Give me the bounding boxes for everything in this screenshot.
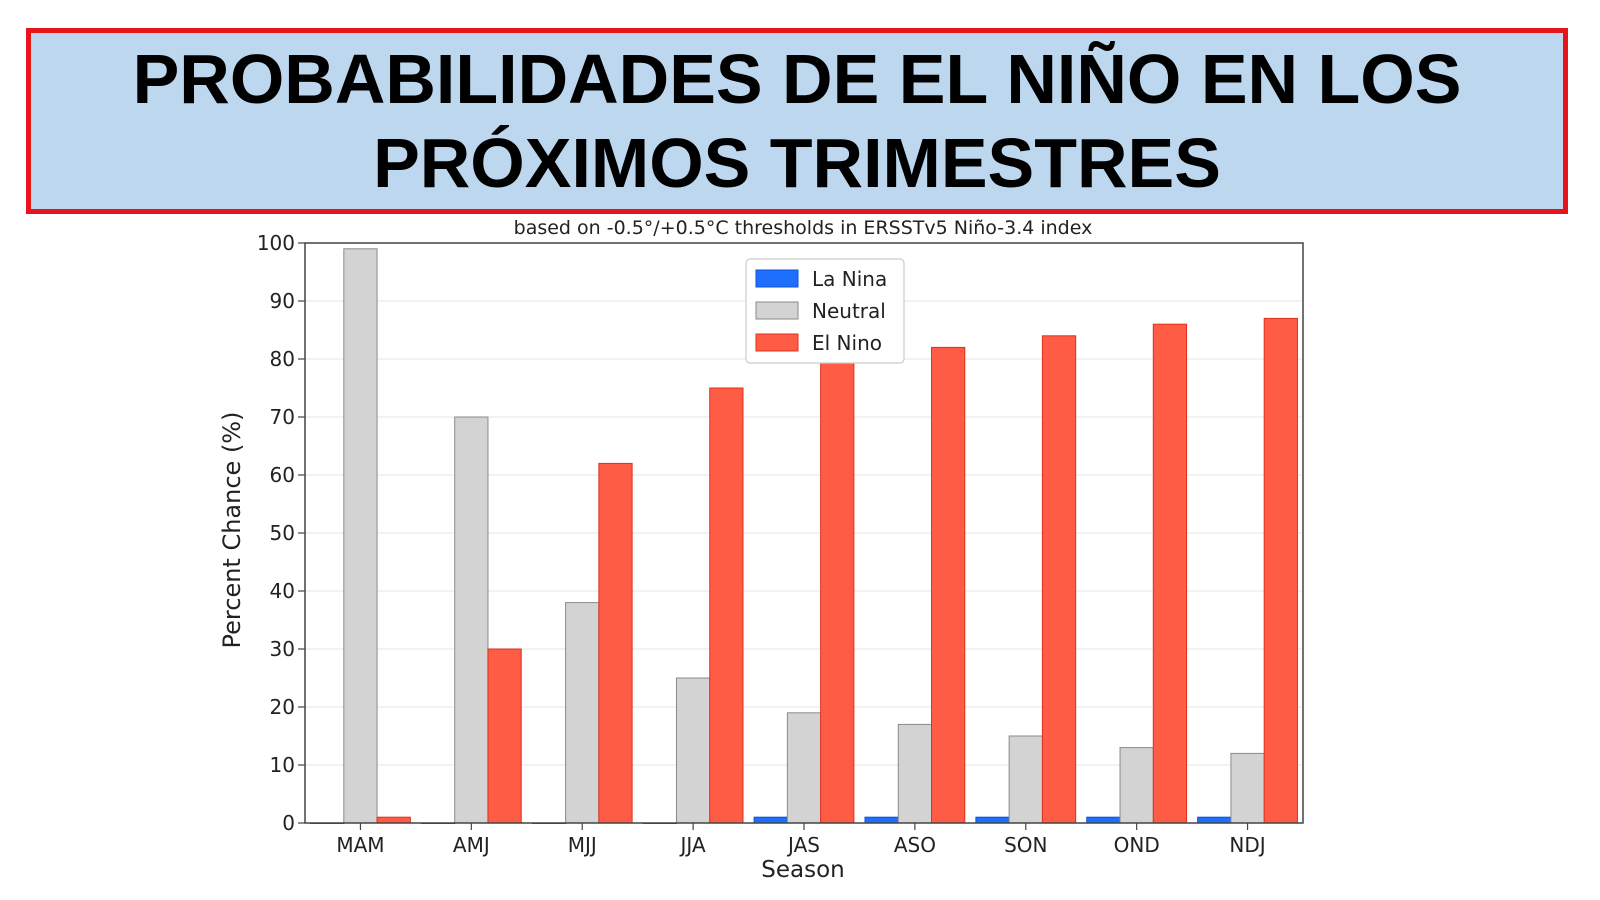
bar-el-nino-mjj — [598, 462, 633, 824]
x-tick-label: ASO — [894, 833, 936, 857]
axis-ticks: 0 10 20 30 40 50 60 70 80 90 100 MAM AMJ MJJ JJA JAS ASO… — [257, 231, 1266, 857]
y-tick-label: 20 — [270, 695, 295, 719]
x-tick-label: OND — [1114, 833, 1160, 857]
legend-label-neutral: Neutral — [812, 299, 886, 323]
title-banner: PROBABILIDADES DE EL NIÑO EN LOS PRÓXIMO… — [26, 28, 1568, 214]
y-tick-label: 0 — [282, 811, 295, 835]
bar-la-nina-son — [975, 816, 1010, 824]
bar-neutral-mam — [343, 248, 378, 824]
x-tick-label: JJA — [679, 833, 706, 857]
legend-label-la-nina: La Nina — [812, 267, 887, 291]
y-tick-label: 30 — [270, 637, 295, 661]
bar-el-nino-ndj — [1263, 317, 1298, 824]
bar-la-nina-ond — [1086, 816, 1121, 824]
y-tick-label: 60 — [270, 463, 295, 487]
y-tick-label: 90 — [270, 289, 295, 313]
x-tick-label: NDJ — [1229, 833, 1265, 857]
bar-el-nino-jja — [709, 387, 744, 824]
y-tick-label: 40 — [270, 579, 295, 603]
bar-el-nino-mam — [376, 816, 411, 824]
x-tick-label: MAM — [336, 833, 384, 857]
legend-swatch-neutral — [755, 301, 799, 320]
bar-neutral-mjj — [565, 602, 600, 824]
bar-neutral-ond — [1119, 747, 1154, 824]
bar-el-nino-ond — [1152, 323, 1188, 824]
y-tick-label: 10 — [270, 753, 295, 777]
x-tick-label: SON — [1004, 833, 1047, 857]
y-tick-label: 70 — [270, 405, 295, 429]
legend-label-el-nino: El Nino — [812, 331, 882, 355]
legend-swatch-el-nino — [755, 333, 799, 352]
bar-neutral-ndj — [1230, 752, 1265, 824]
bar-el-nino-jas — [820, 358, 855, 824]
legend-swatch-la-nina — [755, 269, 799, 288]
bar-la-nina-jas — [753, 816, 788, 824]
x-axis-label: Season — [761, 857, 844, 883]
bar-el-nino-son — [1041, 335, 1077, 824]
bar-la-nina-ndj — [1197, 816, 1232, 824]
banner-title-line-2: PRÓXIMOS TRIMESTRES — [373, 124, 1221, 202]
bar-neutral-aso — [897, 723, 933, 824]
bar-neutral-son — [1008, 735, 1043, 824]
y-tick-label: 80 — [270, 347, 295, 371]
bars — [310, 248, 1298, 824]
bar-el-nino-aso — [931, 346, 966, 824]
chart-title: based on -0.5°/+0.5°C thresholds in ERSS… — [514, 217, 1093, 239]
bar-la-nina-aso — [864, 816, 899, 824]
legend: La Nina Neutral El Nino — [745, 258, 905, 364]
x-tick-label: JAS — [786, 833, 820, 857]
y-tick-label: 100 — [257, 231, 295, 255]
y-tick-label: 50 — [270, 521, 295, 545]
x-tick-label: MJJ — [568, 833, 597, 857]
bar-neutral-jas — [786, 712, 822, 824]
bar-el-nino-amj — [487, 648, 522, 824]
x-tick-label: AMJ — [453, 833, 490, 857]
bar-neutral-amj — [454, 416, 489, 824]
banner-title-line-1: PROBABILIDADES DE EL NIÑO EN LOS — [132, 40, 1462, 118]
bar-neutral-jja — [675, 677, 711, 824]
y-axis-label: Percent Chance (%) — [218, 412, 246, 649]
